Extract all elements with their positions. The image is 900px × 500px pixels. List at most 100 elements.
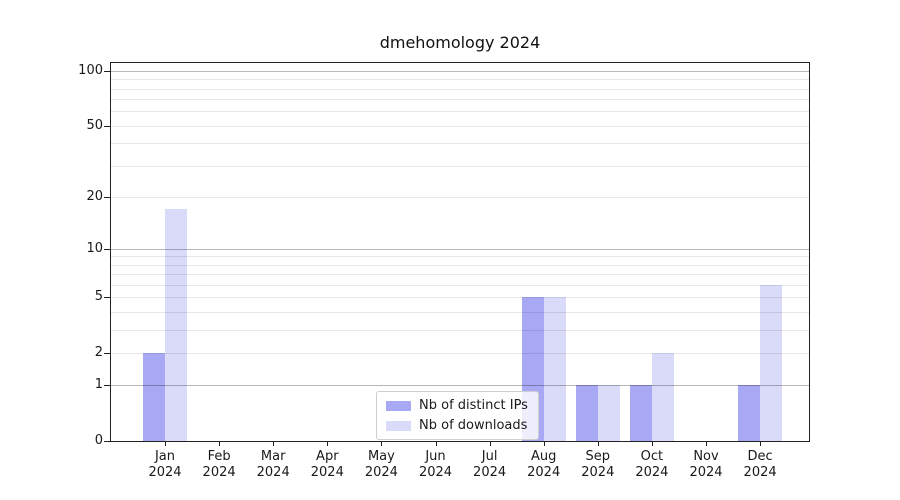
x-tick-month: Feb [207,449,231,464]
minor-gridline [111,297,809,299]
plot-area: Nb of distinct IPs Nb of downloads [110,62,810,442]
x-tick-label: Aug 2024 [527,449,560,481]
minor-gridline [111,352,809,354]
x-tick-month: May [367,449,395,464]
bar-downloads-dec [760,284,783,441]
x-tick-mark [435,442,437,446]
x-tick-month: Jul [481,449,498,464]
bar-downloads-sep [597,385,620,441]
y-tick-label: 20 [86,188,103,204]
x-tick-mark [651,442,653,446]
bar-distinct-ips-oct [629,385,652,441]
chart-title: dmehomology 2024 [379,33,541,52]
x-tick-month: Aug [530,449,557,464]
x-tick-label: Apr 2024 [311,449,344,481]
x-tick-month: Mar [260,449,286,464]
x-tick-mark [327,442,329,446]
x-tick-year: 2024 [418,465,453,480]
x-tick-month: Jun [425,449,446,464]
bar-distinct-ips-dec [738,385,761,441]
x-tick-label: Oct 2024 [635,449,668,481]
x-tick-year: 2024 [256,465,290,480]
minor-gridline [111,125,809,127]
bar-distinct-ips-sep [575,385,598,441]
x-tick-month: Sep [585,449,611,464]
x-tick-year: 2024 [527,465,561,480]
x-tick-year: 2024 [473,465,507,480]
minor-gridline [111,79,809,81]
x-tick-mark [489,442,491,446]
minor-gridline [111,111,809,113]
y-tick-label: 50 [86,117,103,133]
x-tick-year: 2024 [689,465,723,480]
legend-item-distinct-ips: Nb of distinct IPs [386,397,528,414]
minor-gridline [111,329,809,331]
minor-gridline [111,88,809,90]
y-tick-mark [104,196,110,198]
legend-swatch-downloads-icon [386,420,411,431]
x-tick-year: 2024 [743,465,777,480]
bar-distinct-ips-jan [143,352,165,441]
x-tick-mark [597,442,599,446]
major-gridline [111,70,809,72]
x-tick-mark [381,442,383,446]
y-tick-label: 100 [78,62,103,78]
y-tick-label: 1 [94,377,103,393]
minor-gridline [111,143,809,145]
major-gridline [111,248,809,250]
minor-gridline [111,284,809,286]
minor-gridline [111,311,809,313]
y-tick-mark [104,297,110,299]
x-tick-label: Sep 2024 [581,449,614,481]
legend-label-downloads: Nb of downloads [419,418,528,433]
x-tick-month: Oct [640,449,664,464]
x-tick-label: Dec 2024 [744,449,777,481]
x-tick-mark [760,442,762,446]
y-tick-mark [104,248,110,250]
y-tick-label: 0 [94,433,103,448]
x-tick-label: Nov 2024 [689,449,722,481]
x-tick-year: 2024 [202,465,236,480]
x-tick-year: 2024 [581,465,615,480]
x-tick-mark [219,442,221,446]
x-tick-month: Dec [747,449,773,464]
bar-downloads-oct [651,352,674,441]
x-tick-month: Apr [316,449,339,464]
x-tick-label: Jun 2024 [419,449,452,481]
y-tick-label: 10 [86,240,103,256]
x-tick-year: 2024 [310,465,344,480]
x-tick-label: Jul 2024 [473,449,506,481]
y-tick-label: 5 [94,289,103,305]
minor-gridline [111,99,809,101]
x-tick-label: Jan 2024 [148,449,181,481]
y-tick-mark [104,352,110,354]
y-tick-label: 2 [94,344,103,360]
x-tick-label: Mar 2024 [257,449,290,481]
legend-label-distinct-ips: Nb of distinct IPs [419,398,528,413]
y-tick-mark [104,70,110,72]
major-gridline [111,385,809,387]
x-tick-mark [543,442,545,446]
y-tick-mark [104,385,110,387]
minor-gridline [111,274,809,276]
legend: Nb of distinct IPs Nb of downloads [376,391,539,440]
y-tick-mark [104,441,110,442]
x-tick-year: 2024 [635,465,669,480]
minor-gridline [111,196,809,198]
x-tick-mark [706,442,707,446]
bar-downloads-jan [165,209,187,441]
minor-gridline [111,256,809,258]
x-tick-year: 2024 [364,465,398,480]
legend-swatch-distinct-ips-icon [386,400,411,411]
y-tick-mark [104,125,110,127]
x-tick-label: May 2024 [365,449,398,481]
x-tick-mark [165,442,166,446]
minor-gridline [111,165,809,167]
bar-downloads-aug [543,297,566,441]
x-tick-year: 2024 [148,465,182,480]
x-tick-month: Nov [693,449,719,464]
legend-item-downloads: Nb of downloads [386,417,528,434]
x-tick-label: Feb 2024 [203,449,236,481]
x-tick-mark [273,442,275,446]
